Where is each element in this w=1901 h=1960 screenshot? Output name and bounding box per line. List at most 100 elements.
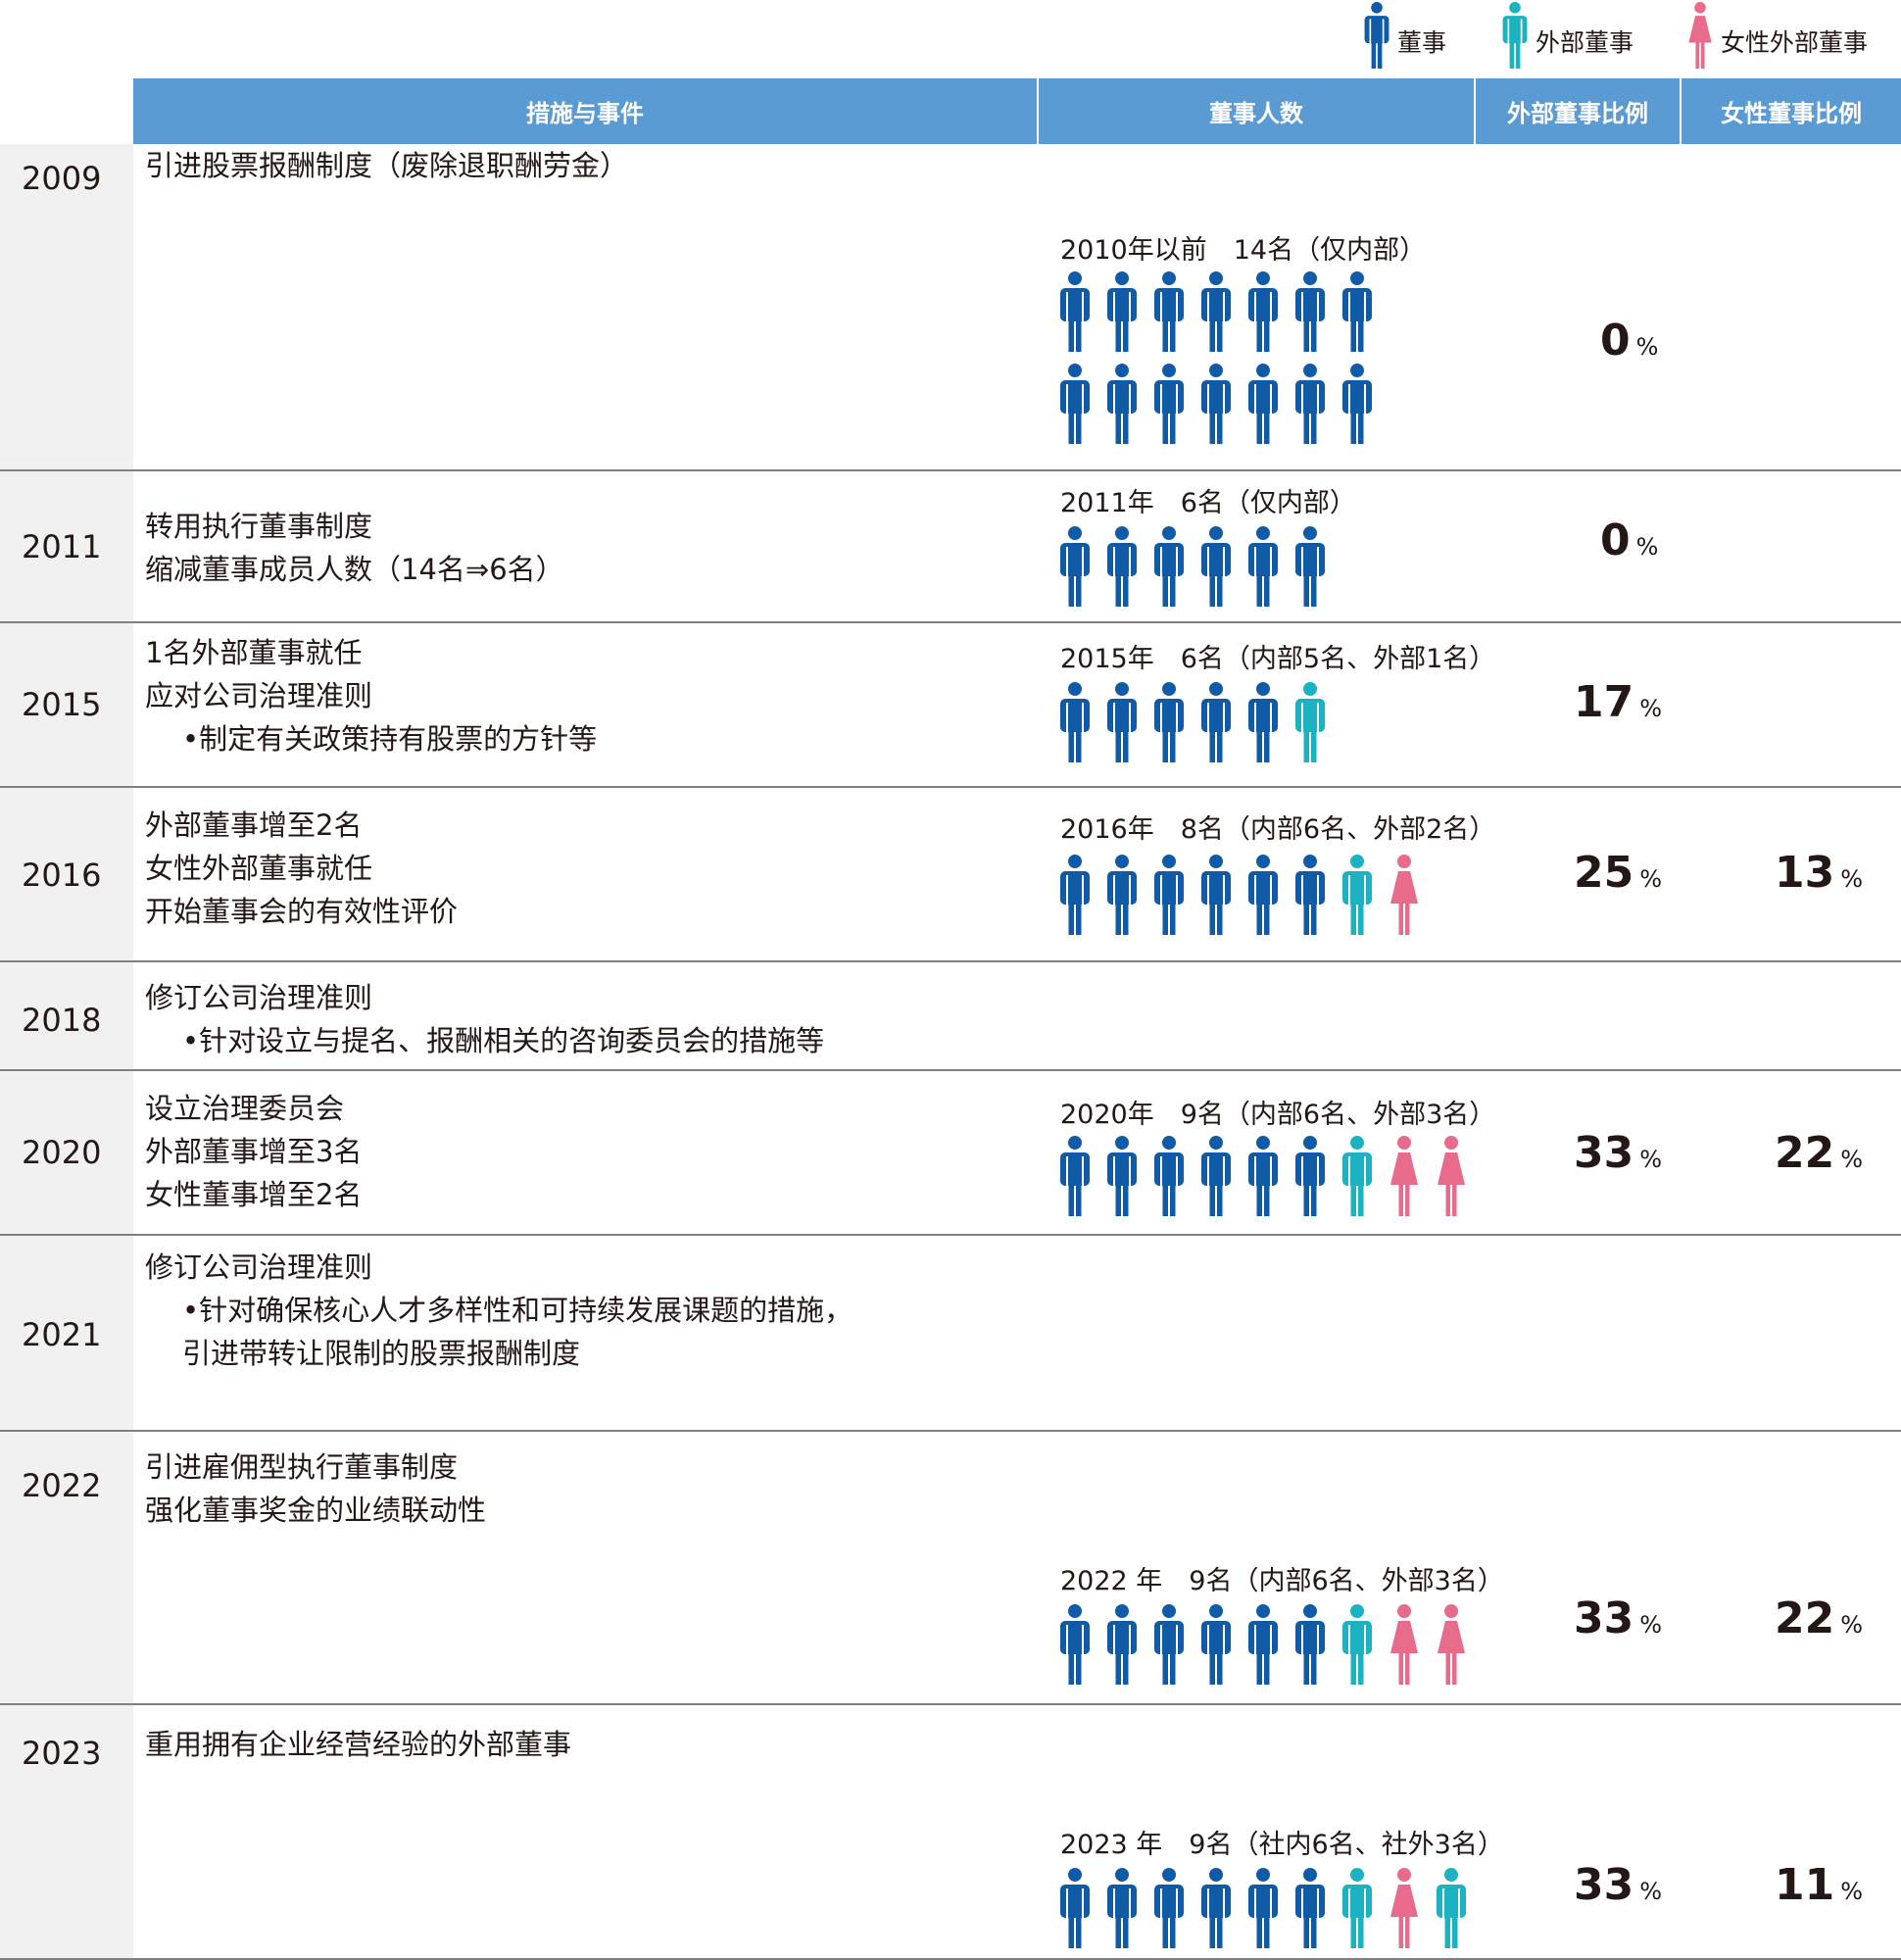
outside-director-ratio: 0% bbox=[1600, 316, 1658, 366]
director-person-icon bbox=[1248, 682, 1278, 762]
director-person-icon bbox=[1248, 1136, 1278, 1216]
percent-unit: % bbox=[1639, 865, 1663, 893]
director-person-icon bbox=[1248, 1604, 1278, 1685]
director-person-icon bbox=[1154, 682, 1184, 762]
table-row: 2023 重用拥有企业经营经验的外部董事 2023 年 9名（社内6名、社外3名） 3… bbox=[0, 1705, 1901, 1960]
director-person-icon bbox=[1201, 1604, 1231, 1685]
female-director-ratio-value: 22 bbox=[1775, 1593, 1835, 1643]
measure-item: 转用执行董事制度 bbox=[145, 510, 373, 543]
director-person-icon bbox=[1154, 1136, 1184, 1216]
table-row: 2020 设立治理委员会 外部董事增至3名 女性董事增至2名 2020年 9名（内部6名… bbox=[0, 1071, 1901, 1236]
legend-label: 女性外部董事 bbox=[1721, 28, 1869, 57]
percent-unit: % bbox=[1635, 533, 1659, 561]
table-row: 2022 引进雇佣型执行董事制度 强化董事奖金的业绩联动性 2022 年 9名（内部6… bbox=[0, 1432, 1901, 1705]
director-person-icon bbox=[1060, 1868, 1090, 1948]
female-director-person-icon bbox=[1390, 1868, 1418, 1948]
outside-director-person-icon bbox=[1342, 855, 1372, 935]
director-person-icon bbox=[1154, 364, 1184, 444]
director-person-icon bbox=[1248, 1868, 1278, 1948]
outside-director-ratio-value: 33 bbox=[1574, 1128, 1634, 1178]
director-person-icon bbox=[1107, 682, 1137, 762]
measure-item: 引进雇佣型执行董事制度 bbox=[145, 1450, 459, 1484]
measure-item: 设立治理委员会 bbox=[145, 1092, 345, 1125]
director-person-icon bbox=[1342, 364, 1372, 444]
year-label: 2009 bbox=[22, 160, 102, 197]
director-person-icon bbox=[1295, 526, 1325, 607]
measures-list: 转用执行董事制度缩减董事成员人数（14名⇒6名） bbox=[145, 505, 564, 591]
measure-item: 女性外部董事就任 bbox=[145, 852, 373, 885]
outside-director-person-icon bbox=[1437, 1868, 1466, 1948]
director-person-icon bbox=[1154, 526, 1184, 607]
percent-unit: % bbox=[1639, 1611, 1663, 1639]
teal-person-icon bbox=[1502, 2, 1528, 69]
outside-director-person-icon bbox=[1342, 1136, 1372, 1216]
measure-item: 缩减董事成员人数（14名⇒6名） bbox=[145, 553, 564, 586]
female-director-ratio: 11% bbox=[1775, 1860, 1863, 1910]
measure-item: •针对设立与提名、报酬相关的咨询委员会的措施等 bbox=[182, 1024, 825, 1057]
outside-director-ratio-value: 17 bbox=[1574, 677, 1634, 727]
director-person-icon bbox=[1201, 526, 1231, 607]
director-person-icon bbox=[1248, 855, 1278, 935]
measures-list: 设立治理委员会 外部董事增至3名 女性董事增至2名 bbox=[145, 1087, 362, 1216]
director-person-icon bbox=[1154, 1868, 1184, 1948]
female-director-ratio-value: 13 bbox=[1775, 848, 1835, 898]
female-director-ratio: 22% bbox=[1775, 1128, 1863, 1178]
percent-unit: % bbox=[1639, 695, 1663, 722]
female-director-ratio-value: 22 bbox=[1775, 1128, 1835, 1178]
director-person-icon bbox=[1060, 855, 1090, 935]
measure-item: 女性董事增至2名 bbox=[145, 1178, 363, 1211]
measure-item: 应对公司治理准则 bbox=[145, 679, 373, 712]
board-size-label: 2010年以前 14名（仅内部） bbox=[1060, 235, 1427, 266]
director-person-icon bbox=[1107, 1868, 1137, 1948]
outside-director-ratio-value: 33 bbox=[1574, 1593, 1634, 1643]
director-person-icon bbox=[1154, 271, 1184, 352]
outside-director-ratio-value: 0 bbox=[1600, 316, 1631, 366]
director-person-icon bbox=[1201, 271, 1231, 352]
year-cell bbox=[0, 962, 133, 1069]
year-label: 2021 bbox=[22, 1316, 102, 1353]
header-outside-ratio: 外部董事比例 bbox=[1476, 78, 1680, 144]
director-person-icon bbox=[1295, 364, 1325, 444]
pink-female-person-icon bbox=[1688, 2, 1712, 69]
year-cell bbox=[0, 1705, 133, 1958]
female-director-ratio: 22% bbox=[1775, 1593, 1863, 1643]
director-person-icon bbox=[1154, 1604, 1184, 1685]
percent-unit: % bbox=[1840, 1611, 1864, 1639]
blue-person-icon bbox=[1364, 2, 1389, 69]
measure-item: •制定有关政策持有股票的方针等 bbox=[182, 722, 598, 756]
director-person-icon bbox=[1107, 526, 1137, 607]
measure-item: 引进带转让限制的股票报酬制度 bbox=[182, 1337, 581, 1370]
director-person-icon bbox=[1201, 1136, 1231, 1216]
board-size-label: 2020年 9名（内部6名、外部3名） bbox=[1060, 1100, 1496, 1130]
board-size-label: 2016年 8名（内部6名、外部2名） bbox=[1060, 814, 1496, 845]
director-person-icon bbox=[1060, 526, 1090, 607]
measures-list: 重用拥有企业经营经验的外部董事 bbox=[145, 1723, 571, 1766]
measures-list: 修订公司治理准则 •针对设立与提名、报酬相关的咨询委员会的措施等 bbox=[145, 976, 824, 1062]
outside-director-ratio-value: 25 bbox=[1574, 848, 1634, 898]
measure-item: 外部董事增至3名 bbox=[145, 1135, 363, 1168]
header-female-ratio: 女性董事比例 bbox=[1682, 78, 1901, 144]
year-cell bbox=[0, 1236, 133, 1430]
director-person-icon bbox=[1060, 271, 1090, 352]
table-header: 措施与事件 董事人数 外部董事比例 女性董事比例 bbox=[133, 78, 1901, 144]
table-row: 2015 1名外部董事就任 应对公司治理准则 •制定有关政策持有股票的方针等 2015年… bbox=[0, 623, 1901, 788]
director-person-icon bbox=[1248, 526, 1278, 607]
table-row: 2018 修订公司治理准则 •针对设立与提名、报酬相关的咨询委员会的措施等 bbox=[0, 962, 1901, 1071]
table-row: 2021 修订公司治理准则 •针对确保核心人才多样性和可持续发展课题的措施， 引进带… bbox=[0, 1236, 1901, 1432]
table-row: 2011 转用执行董事制度 缩减董事成员人数（14名⇒6名） 2011年 6名（仅内部… bbox=[0, 471, 1901, 623]
year-cell bbox=[0, 471, 133, 621]
outside-director-ratio: 17% bbox=[1574, 677, 1662, 727]
outside-director-ratio: 0% bbox=[1600, 515, 1658, 565]
director-person-icon bbox=[1248, 364, 1278, 444]
director-person-icon bbox=[1201, 682, 1231, 762]
outside-director-ratio-value: 33 bbox=[1574, 1860, 1634, 1910]
director-person-icon bbox=[1107, 1604, 1137, 1685]
director-person-icon bbox=[1342, 271, 1372, 352]
outside-director-person-icon bbox=[1295, 682, 1325, 762]
measures-list: 引进雇佣型执行董事制度 强化董事奖金的业绩联动性 bbox=[145, 1446, 486, 1532]
legend-label: 董事 bbox=[1397, 28, 1447, 57]
percent-unit: % bbox=[1840, 1878, 1864, 1905]
outside-director-person-icon bbox=[1342, 1604, 1372, 1685]
percent-unit: % bbox=[1635, 333, 1659, 361]
outside-director-ratio: 33% bbox=[1574, 1593, 1662, 1643]
